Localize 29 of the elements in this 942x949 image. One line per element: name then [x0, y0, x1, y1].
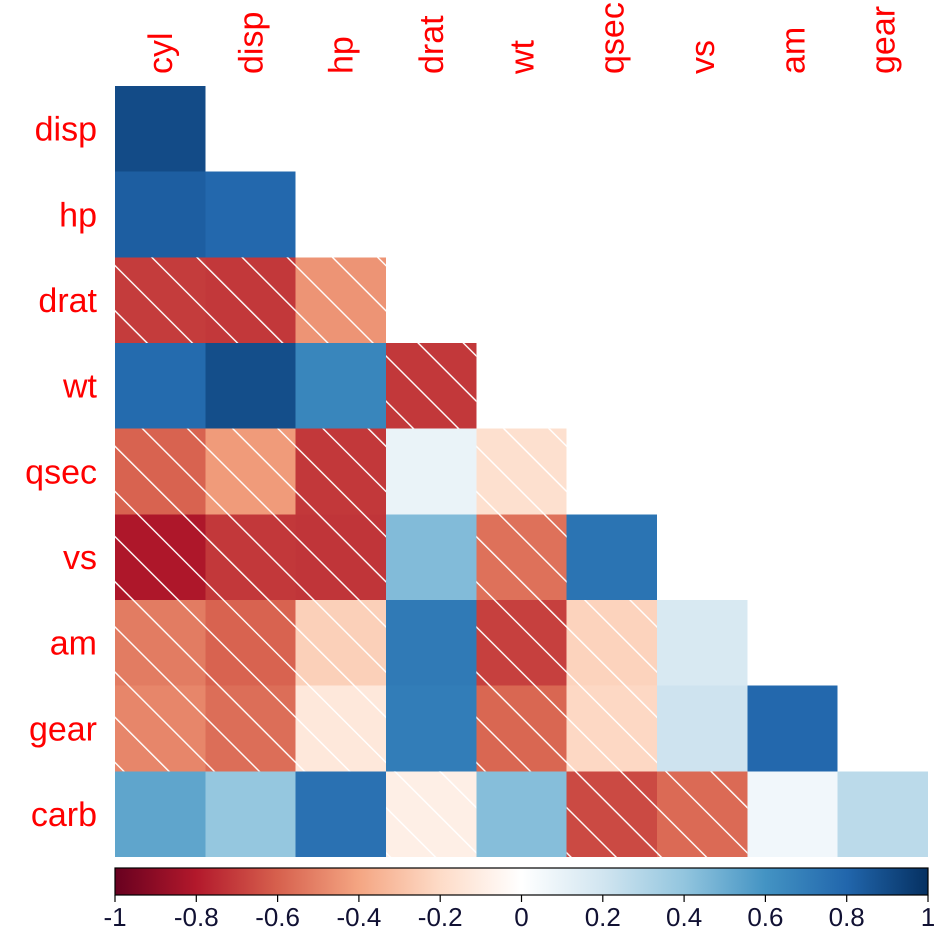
x-tick-label: hp — [322, 36, 361, 74]
y-tick-label: drat — [38, 282, 98, 320]
color-bar-label: 0.2 — [584, 902, 621, 932]
color-bar-label: 1 — [920, 902, 936, 932]
x-tick-label: wt — [503, 39, 542, 75]
color-bar-label: -0.6 — [255, 902, 300, 932]
color-bar-label: 0.8 — [828, 902, 865, 932]
y-tick-label: carb — [30, 796, 97, 834]
color-bar-label: 0 — [514, 902, 529, 932]
x-tick-label: vs — [684, 40, 722, 74]
y-tick-label: am — [50, 624, 97, 663]
y-tick-label: disp — [34, 110, 97, 149]
y-tick-label: vs — [63, 539, 97, 578]
y-tick-label: hp — [59, 196, 97, 234]
x-tick-label: disp — [232, 12, 270, 74]
x-tick-label: qsec — [594, 2, 632, 74]
x-tick-label: drat — [413, 14, 452, 74]
color-bar-label: -0.8 — [174, 902, 219, 932]
x-tick-label: am — [774, 26, 812, 74]
color-bar-label: -0.2 — [418, 902, 463, 932]
y-tick-label: wt — [62, 368, 98, 406]
color-bar-label: -0.4 — [336, 902, 382, 932]
color-bar-label: 0.4 — [666, 902, 702, 932]
color-bar-label: 0.6 — [747, 902, 784, 932]
x-tick-label: gear — [864, 6, 903, 74]
x-tick-label: cyl — [142, 32, 180, 74]
color-bar-label: -1 — [103, 902, 127, 932]
y-tick-label: gear — [28, 710, 97, 748]
y-tick-label: qsec — [25, 453, 97, 492]
